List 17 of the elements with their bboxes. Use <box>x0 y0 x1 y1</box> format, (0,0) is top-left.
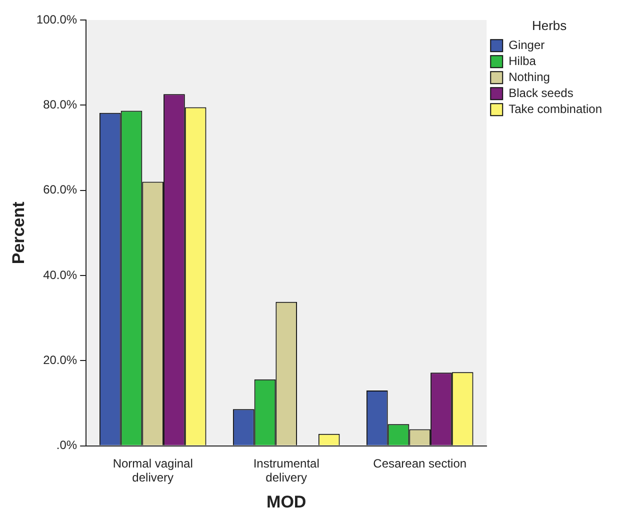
y-tick-label: 40.0% <box>43 268 78 282</box>
legend-title: Herbs <box>532 18 568 34</box>
legend-label: Hilba <box>508 54 536 68</box>
legend-label: Take combination <box>508 102 602 116</box>
x-tick-label: Normal vaginal delivery <box>112 456 193 485</box>
legend-label: Black seeds <box>508 86 574 100</box>
y-tick-label: 100.0% <box>36 12 78 26</box>
y-tick-label: 20.0% <box>43 352 78 367</box>
y-axis-title: Percent <box>8 201 28 264</box>
x-tick-label: Instrumental delivery <box>253 456 320 485</box>
legend-label: Ginger <box>508 38 545 52</box>
y-tick-label: .0% <box>56 438 78 452</box>
x-tick-label: Cesarean section <box>373 456 467 470</box>
y-tick-label: 60.0% <box>43 182 78 197</box>
legend-label: Nothing <box>508 70 550 84</box>
y-tick-label: 80.0% <box>43 97 78 112</box>
x-axis-title: MOD <box>266 492 306 512</box>
